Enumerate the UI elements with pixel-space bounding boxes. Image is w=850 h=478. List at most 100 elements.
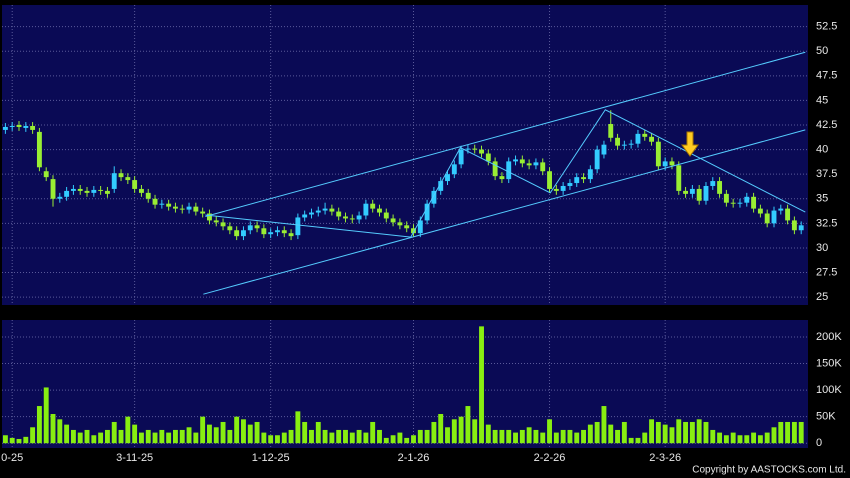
volume-bar bbox=[642, 432, 648, 444]
candle-body bbox=[621, 144, 627, 146]
candle-body bbox=[207, 213, 212, 221]
candle-body bbox=[485, 153, 491, 162]
volume-bar bbox=[77, 432, 83, 444]
volume-bar bbox=[9, 437, 15, 444]
volume-bar bbox=[91, 435, 97, 444]
candle-body bbox=[118, 173, 124, 178]
candle-body bbox=[98, 189, 104, 191]
candle-body bbox=[411, 228, 416, 234]
volume-bar bbox=[669, 427, 675, 444]
candle-body bbox=[234, 230, 240, 237]
volume-bar bbox=[506, 429, 512, 444]
volume-bar bbox=[227, 429, 233, 444]
volume-bar bbox=[621, 421, 627, 444]
candle-body bbox=[159, 203, 165, 205]
volume-bar bbox=[104, 429, 110, 444]
candle-body bbox=[601, 144, 607, 155]
volume-bar bbox=[798, 421, 804, 444]
x-tick-label: 2-1-26 bbox=[398, 452, 430, 464]
volume-bar bbox=[404, 437, 410, 444]
candle-body bbox=[519, 159, 525, 164]
volume-bar bbox=[526, 427, 532, 444]
candle-body bbox=[172, 206, 178, 209]
candle-body bbox=[771, 210, 777, 224]
candle-body bbox=[506, 161, 512, 180]
candle-body bbox=[336, 211, 342, 217]
volume-bar bbox=[689, 421, 695, 444]
volume-bar bbox=[57, 419, 63, 444]
candle-body bbox=[70, 188, 76, 191]
candle-body bbox=[281, 230, 287, 234]
volume-bar bbox=[451, 419, 457, 444]
volume-bar bbox=[560, 429, 566, 444]
volume-bar bbox=[125, 416, 131, 444]
volume-bar bbox=[383, 437, 389, 444]
volume-bar bbox=[295, 411, 301, 444]
volume-bar bbox=[234, 416, 240, 444]
volume-bar bbox=[261, 432, 267, 444]
volume-bar bbox=[186, 427, 192, 444]
volume-bar bbox=[751, 432, 757, 444]
candle-body bbox=[710, 181, 716, 186]
candle-body bbox=[581, 177, 586, 180]
candle-body bbox=[526, 163, 532, 166]
candle-body bbox=[125, 177, 131, 181]
volume-bar bbox=[771, 427, 777, 444]
volume-bar bbox=[64, 424, 70, 444]
plot-layer: 25 27.5 30 32.5 35 37.5 40 42.5 45 47.5 50 52.5 0 50K… bbox=[1, 5, 842, 464]
volume-bar bbox=[744, 435, 750, 444]
volume-bar bbox=[241, 419, 246, 444]
candle-body bbox=[696, 188, 702, 201]
candle-body bbox=[445, 174, 450, 182]
candle-body bbox=[553, 188, 559, 191]
candle-body bbox=[349, 218, 355, 220]
volume-bar bbox=[696, 419, 702, 444]
candle-body bbox=[737, 202, 743, 204]
volume-bar bbox=[356, 429, 362, 444]
volume-bar bbox=[315, 421, 321, 444]
candle-body bbox=[717, 181, 723, 194]
candle-body bbox=[43, 171, 49, 178]
candle-body bbox=[36, 131, 42, 168]
y-tick-label: 50K bbox=[816, 411, 836, 423]
volume-bar bbox=[207, 424, 212, 444]
candle-body bbox=[302, 214, 308, 218]
y-tick-label: 100K bbox=[816, 384, 842, 396]
candle-body bbox=[703, 185, 709, 201]
candle-body bbox=[200, 211, 206, 214]
y-tick-label: 30 bbox=[816, 242, 828, 254]
volume-bar bbox=[649, 419, 655, 444]
candle-body bbox=[104, 190, 110, 194]
volume-bar bbox=[662, 424, 668, 444]
x-tick-label: 2-2-26 bbox=[534, 452, 566, 464]
candle-body bbox=[356, 215, 362, 220]
candle-body bbox=[560, 185, 566, 191]
volume-bar bbox=[363, 432, 369, 444]
signal-arrow bbox=[681, 131, 699, 157]
candle-body bbox=[16, 125, 22, 127]
candle-body bbox=[220, 222, 226, 227]
candle-body bbox=[309, 212, 314, 215]
volume-bar bbox=[98, 432, 104, 444]
candle-body bbox=[778, 208, 784, 211]
candle-body bbox=[751, 196, 757, 209]
candle-body bbox=[628, 143, 634, 145]
volume-bar bbox=[254, 421, 260, 444]
volume-bar bbox=[479, 326, 484, 444]
candle-body bbox=[295, 217, 301, 236]
volume-bar bbox=[492, 429, 498, 444]
volume-bar bbox=[377, 429, 382, 444]
x-tick-label: 2-3-26 bbox=[649, 452, 681, 464]
candle-body bbox=[268, 232, 274, 235]
candle-body bbox=[390, 218, 396, 223]
volume-bar bbox=[710, 429, 716, 444]
volume-bar bbox=[655, 421, 661, 444]
volume-bar bbox=[275, 435, 280, 444]
trend-line bbox=[203, 129, 806, 295]
volume-bar bbox=[220, 421, 226, 444]
volume-bar bbox=[465, 406, 471, 444]
candle-body bbox=[213, 220, 219, 223]
volume-bar bbox=[587, 424, 593, 444]
candle-body bbox=[472, 148, 478, 150]
volume-bar bbox=[553, 432, 559, 444]
